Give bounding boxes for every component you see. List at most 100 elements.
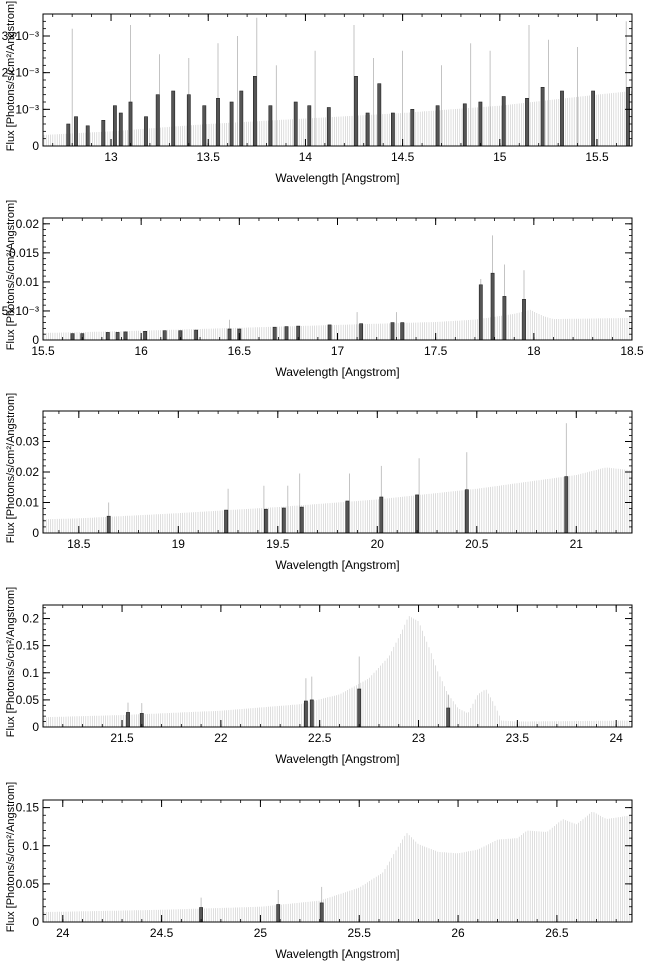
data-bar bbox=[144, 116, 148, 147]
x-tick-label: 19 bbox=[172, 537, 186, 551]
x-tick-label: 22 bbox=[214, 731, 228, 745]
y-tick-label: 0 bbox=[32, 915, 39, 929]
data-bar bbox=[400, 322, 405, 341]
x-tick-label: 13 bbox=[104, 150, 118, 164]
data-bar bbox=[390, 112, 395, 147]
y-axis-label: Flux [Photons/s/cm²/Angstrom] bbox=[5, 587, 17, 737]
model-spectrum bbox=[43, 812, 632, 922]
data-bar bbox=[268, 105, 273, 147]
data-bar bbox=[464, 489, 469, 534]
x-tick-label: 18 bbox=[527, 344, 541, 358]
chart-panel-4: 21.5 22 22.5 23 23.5 24 0 0.05 0.1 0.15 0.2 Wavelen… bbox=[5, 587, 633, 766]
data-bar bbox=[70, 333, 75, 341]
data-bar bbox=[365, 112, 370, 147]
x-tick-label: 25 bbox=[254, 926, 268, 940]
data-bar bbox=[501, 96, 506, 147]
chart-panel-5: 24 24.5 25 25.5 26 26.5 0 0.05 0.1 0.15 Wavelength… bbox=[5, 782, 633, 961]
data-bar bbox=[123, 331, 128, 341]
x-tick-label: 17 bbox=[331, 344, 345, 358]
y-tick-label: 0.01 bbox=[16, 275, 40, 289]
x-axis-label: Wavelength [Angstrom] bbox=[275, 947, 399, 961]
y-axis-label: Flux [Photons/s/cm²/Angstrom] bbox=[5, 393, 17, 543]
data-bar bbox=[106, 515, 111, 534]
x-tick-label: 17.5 bbox=[424, 344, 448, 358]
y-tick-label: 0.02 bbox=[16, 217, 40, 231]
data-bar bbox=[227, 328, 232, 341]
data-bar bbox=[564, 476, 569, 534]
x-tick-label: 14.5 bbox=[391, 150, 415, 164]
x-tick-label: 16.5 bbox=[228, 344, 252, 358]
model-spectrum bbox=[43, 616, 632, 727]
y-axis-label: Flux [Photons/s/cm²/Angstrom] bbox=[5, 782, 17, 932]
data-bar bbox=[379, 496, 384, 534]
y-tick-label: 0.03 bbox=[16, 435, 40, 449]
data-bar bbox=[85, 125, 90, 147]
data-bar bbox=[309, 699, 314, 728]
data-bar bbox=[327, 324, 332, 341]
x-tick-label: 25.5 bbox=[348, 926, 372, 940]
x-tick-label: 26 bbox=[451, 926, 465, 940]
data-bar bbox=[155, 94, 160, 147]
data-bar bbox=[118, 112, 123, 147]
data-bar bbox=[115, 332, 120, 341]
data-bar bbox=[478, 284, 483, 341]
data-bar bbox=[162, 330, 167, 341]
data-bar bbox=[540, 87, 545, 147]
data-bar bbox=[105, 332, 110, 341]
y-tick-label: 0 bbox=[32, 333, 39, 347]
y-axis-label: Flux [Photons/s/cm²/Angstrom] bbox=[5, 200, 17, 350]
y-tick-label: 0.1 bbox=[22, 839, 39, 853]
y-tick-label: 0.15 bbox=[16, 801, 40, 815]
x-tick-label: 16 bbox=[134, 344, 148, 358]
data-bar bbox=[560, 90, 564, 147]
x-tick-label: 15.5 bbox=[585, 150, 609, 164]
y-tick-label: 5×10⁻³ bbox=[2, 304, 39, 318]
y-tick-label: 0.2 bbox=[22, 612, 39, 626]
x-axis-label: Wavelength [Angstrom] bbox=[275, 558, 399, 572]
data-bar bbox=[229, 101, 234, 147]
data-bar bbox=[377, 83, 382, 147]
data-bar bbox=[239, 90, 244, 147]
x-tick-label: 22.5 bbox=[308, 731, 332, 745]
x-tick-label: 20.5 bbox=[465, 537, 489, 551]
data-bar bbox=[202, 105, 207, 147]
x-tick-label: 23.5 bbox=[506, 731, 530, 745]
x-tick-label: 24 bbox=[610, 731, 624, 745]
data-bar bbox=[101, 120, 106, 147]
data-bar bbox=[478, 101, 483, 147]
x-tick-label: 15 bbox=[493, 150, 507, 164]
y-tick-label: 0 bbox=[32, 139, 39, 153]
data-bar bbox=[66, 123, 71, 147]
data-bar bbox=[410, 109, 415, 147]
x-tick-label: 19.5 bbox=[266, 537, 290, 551]
chart-panel-1: 13 13.5 14 14.5 15 15.5 0 10⁻³ 2×10⁻³ 3×10⁻³ Wavel… bbox=[2, 1, 633, 185]
x-tick-label: 14 bbox=[299, 150, 313, 164]
y-tick-label: 0.15 bbox=[16, 639, 40, 653]
x-tick-label: 20 bbox=[371, 537, 385, 551]
data-bar bbox=[359, 323, 364, 341]
x-tick-label: 26.5 bbox=[545, 926, 569, 940]
data-bar bbox=[446, 707, 451, 728]
data-bar bbox=[263, 508, 268, 534]
data-bar bbox=[354, 76, 358, 147]
model-spectrum bbox=[43, 467, 632, 533]
data-bar bbox=[299, 506, 304, 534]
data-bar bbox=[490, 272, 495, 341]
data-bar bbox=[345, 500, 350, 534]
y-axis-label: Flux [Photons/s/cm²/Angstrom] bbox=[5, 1, 17, 151]
data-bar bbox=[525, 98, 529, 147]
data-bar bbox=[522, 298, 526, 341]
chart-panel-2: 15.5 16 16.5 17 17.5 18 18.5 0 5×10⁻³ 0.01 0.015 0.… bbox=[2, 200, 644, 379]
y-tick-label: 0 bbox=[32, 720, 39, 734]
y-tick-label: 0.05 bbox=[16, 693, 40, 707]
data-bar bbox=[171, 90, 176, 147]
data-bar bbox=[276, 904, 281, 923]
y-tick-label: 10⁻³ bbox=[15, 102, 39, 116]
data-bar bbox=[216, 98, 220, 147]
data-bar bbox=[126, 712, 130, 728]
y-tick-label: 0.05 bbox=[16, 877, 40, 891]
data-bar bbox=[74, 116, 78, 147]
x-axis-label: Wavelength [Angstrom] bbox=[275, 171, 399, 185]
data-bar bbox=[415, 494, 420, 534]
